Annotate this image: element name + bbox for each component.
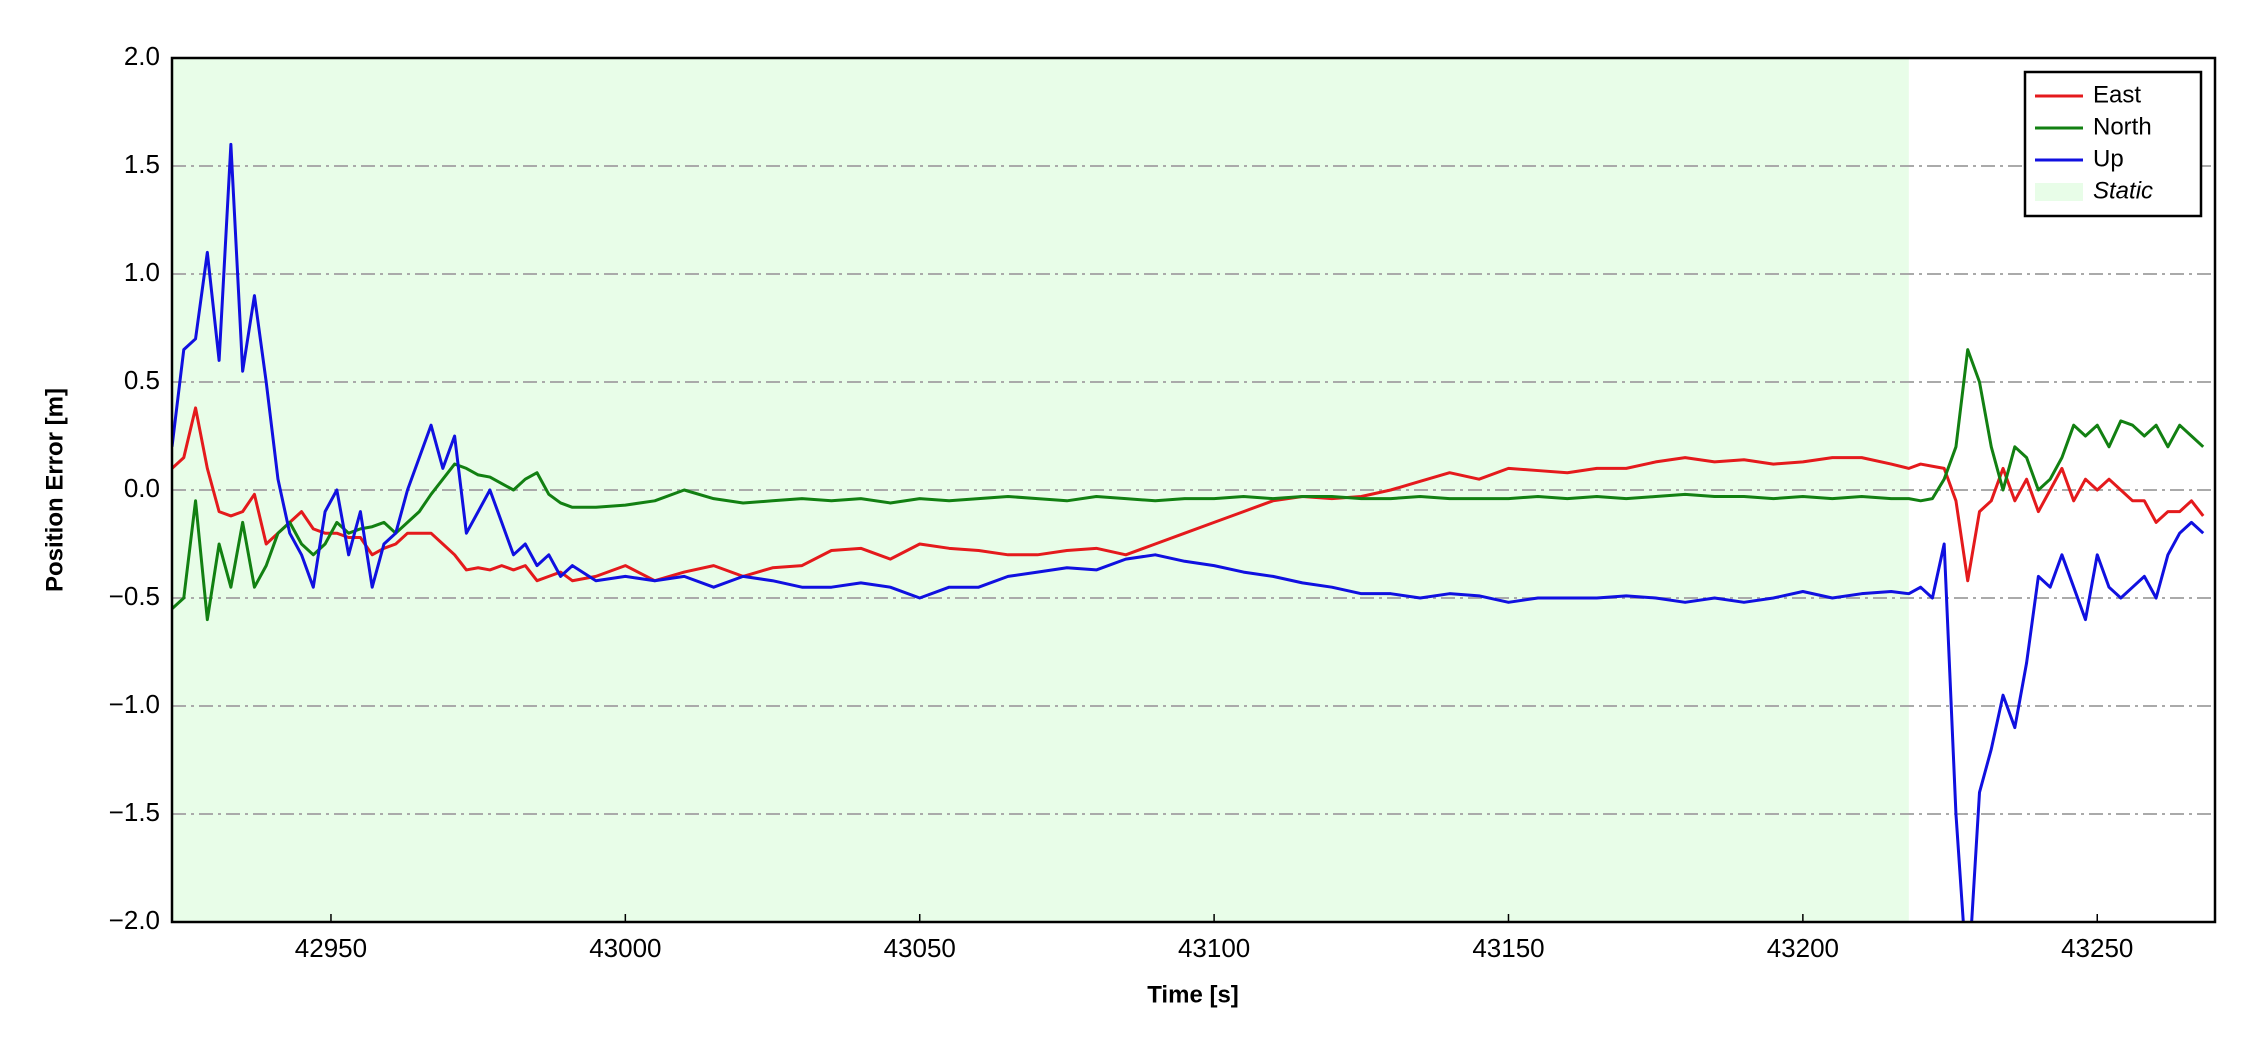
legend-label: East <box>2093 81 2141 108</box>
plot-lines <box>172 142 2205 922</box>
x-tick-label: 43000 <box>589 933 661 963</box>
y-axis-label: Position Error [m] <box>41 388 68 592</box>
x-axis-label: Time [s] <box>1147 981 1239 1008</box>
y-tick-label: −1.0 <box>109 689 160 719</box>
y-tick-label: −0.5 <box>109 581 160 611</box>
legend-label: Static <box>2093 177 2153 204</box>
x-tick-label: 43250 <box>2061 933 2133 963</box>
legend-swatch <box>2035 183 2083 201</box>
series-line <box>172 348 2205 622</box>
x-tick-label: 43050 <box>884 933 956 963</box>
series-line <box>172 142 2205 922</box>
x-tick-label: 43100 <box>1178 933 1250 963</box>
legend-label: Up <box>2093 145 2124 172</box>
series-line <box>172 406 2205 583</box>
plot-frame <box>170 56 2217 924</box>
legend-label: North <box>2093 113 2152 140</box>
y-tick-label: −1.5 <box>109 797 160 827</box>
x-tick-label: 43200 <box>1767 933 1839 963</box>
y-tick-label: 0.0 <box>124 473 160 503</box>
y-tick-label: 0.5 <box>124 365 160 395</box>
x-tick-label: 43150 <box>1472 933 1544 963</box>
x-tick-label: 42950 <box>295 933 367 963</box>
y-tick-label: 1.5 <box>124 149 160 179</box>
y-tick-label: −2.0 <box>109 905 160 935</box>
y-tick-label: 1.0 <box>124 257 160 287</box>
y-tick-label: 2.0 <box>124 41 160 71</box>
